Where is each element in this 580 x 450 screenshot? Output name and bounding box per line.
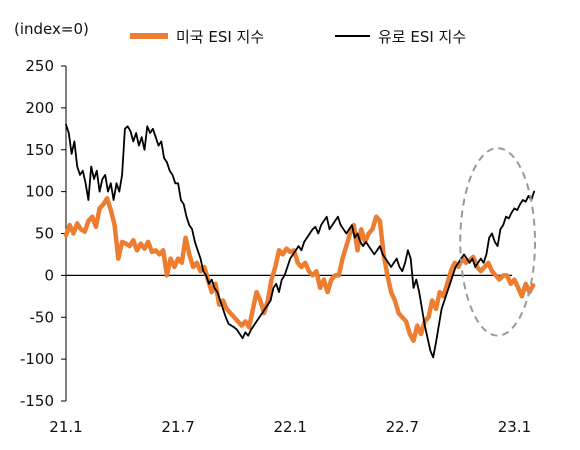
y-tick-label: -100 — [20, 350, 54, 368]
legend: 미국 ESI 지수 유로 ESI 지수 — [130, 28, 466, 46]
y-tick-label: 200 — [25, 99, 54, 117]
y-tick-label: -50 — [30, 308, 55, 326]
series-layer — [63, 123, 536, 359]
y-tick-label: -150 — [20, 392, 54, 410]
y-tick-label: 150 — [25, 141, 54, 159]
x-tick-label: 23.1 — [498, 418, 531, 436]
y-tick-label: 250 — [25, 57, 54, 75]
series-line-euro-esi — [65, 123, 535, 359]
x-tick-label: 22.1 — [274, 418, 307, 436]
series-line-us-esi — [63, 196, 536, 343]
x-tick-label: 21.7 — [161, 418, 194, 436]
y-tick-label: 0 — [44, 266, 54, 284]
x-axis: 21.1 21.7 22.1 22.7 23.1 — [49, 274, 531, 436]
unit-label: (index=0) — [14, 20, 89, 38]
highlight-dashed-ellipse — [459, 147, 537, 337]
legend-label-us: 미국 ESI 지수 — [176, 28, 264, 46]
x-tick-label: 22.7 — [386, 418, 419, 436]
y-tick-label: 100 — [25, 183, 54, 201]
y-axis: 250 200 150 100 50 0 -50 -100 -150 — [20, 57, 67, 410]
legend-label-euro: 유로 ESI 지수 — [378, 28, 466, 46]
y-tick-label: 50 — [35, 225, 54, 243]
highlight-layer — [459, 147, 537, 337]
x-tick-label: 21.1 — [49, 418, 82, 436]
